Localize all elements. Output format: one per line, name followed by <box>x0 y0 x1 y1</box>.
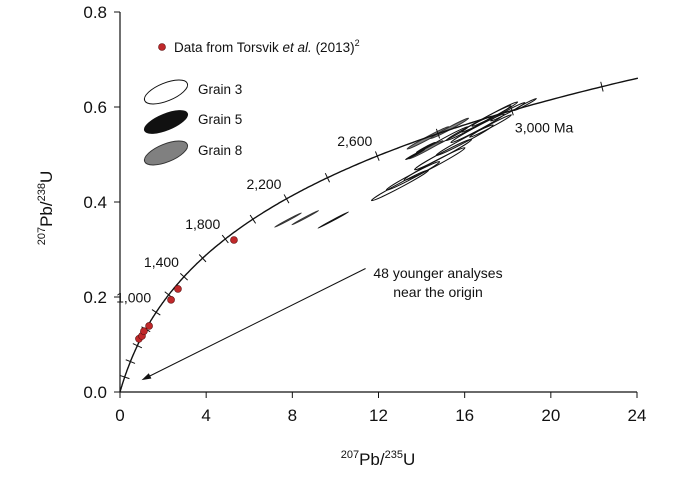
data-point <box>140 327 148 336</box>
grain-ellipses <box>274 98 537 229</box>
ellipse-grain-3 <box>469 114 512 138</box>
age-label: 2,600 <box>337 133 372 149</box>
x-tick-label: 16 <box>455 406 474 425</box>
concordia-age-tick <box>374 151 380 161</box>
legend-grain3-marker <box>143 79 189 105</box>
ellipse-grain-3 <box>403 147 466 181</box>
x-axis-label: 207Pb/235U <box>341 449 416 469</box>
legend-grain8-marker <box>143 140 189 166</box>
concordia-age-tick <box>435 128 441 139</box>
data-point <box>174 285 182 293</box>
concordia-curve: 1,000 1,400 1,800 2,200 2,600 3,000 Ma <box>116 77 639 393</box>
ellipse-grain-5 <box>405 148 426 161</box>
age-label: 1,400 <box>144 254 179 270</box>
x-tick-label: 0 <box>115 406 124 425</box>
legend-label-grain8: Grain 8 <box>198 143 242 158</box>
ellipse-grain-8 <box>291 210 320 226</box>
concordia-age-tick <box>179 273 188 281</box>
ellipse-grain-3 <box>435 124 494 157</box>
annotation-arrow-line <box>147 268 366 378</box>
y-tick-label: 0.2 <box>83 288 107 307</box>
legend-grain5-marker <box>143 110 189 134</box>
concordia-age-tick <box>249 214 257 224</box>
annotation-line1: 48 younger analyses <box>373 265 502 281</box>
x-tick-label: 24 <box>628 406 647 425</box>
concordia-age-tick <box>283 194 290 204</box>
age-label: 2,200 <box>246 176 281 192</box>
legend-point-marker <box>158 43 166 51</box>
ellipse-grain-5 <box>415 141 436 153</box>
concordia-age-tick <box>198 254 207 263</box>
x-tick-label: 4 <box>201 406 210 425</box>
data-point <box>167 296 175 304</box>
concordia-age-tick <box>151 309 161 316</box>
x-tick-label: 8 <box>288 406 297 425</box>
ellipse-grain-3 <box>490 102 526 122</box>
axes: 0 4 8 12 16 20 24 0.0 0.2 0.4 0.6 0.8 <box>83 3 646 425</box>
legend-label-torsvik: Data from Torsvik et al. (2013)2 <box>174 38 360 55</box>
y-tick-label: 0.0 <box>83 383 107 402</box>
arrow-head-icon <box>141 373 152 381</box>
concordia-age-tick <box>324 173 331 183</box>
concordia-age-tick <box>600 81 604 92</box>
age-label: 1,000 <box>116 289 151 305</box>
age-label: 1,800 <box>185 216 220 232</box>
annotation-line2: near the origin <box>393 284 483 300</box>
torsvik-points <box>135 236 238 343</box>
y-tick-label: 0.6 <box>83 98 107 117</box>
y-tick-label: 0.8 <box>83 3 107 22</box>
legend-label-grain3: Grain 3 <box>198 82 242 97</box>
data-point <box>230 236 238 244</box>
ellipse-grain-8 <box>274 212 302 228</box>
concordia-age-tick <box>221 234 229 244</box>
x-tick-label: 12 <box>369 406 388 425</box>
legend: Data from Torsvik et al. (2013)2 Grain 3… <box>143 38 360 166</box>
x-tick-label: 20 <box>541 406 560 425</box>
concordia-line <box>119 77 639 393</box>
concordia-age-tick <box>119 374 130 380</box>
concordia-age-tick <box>132 343 143 349</box>
annotation: 48 younger analyses near the origin <box>141 265 503 381</box>
legend-label-grain5: Grain 5 <box>198 112 242 127</box>
y-tick-label: 0.4 <box>83 193 107 212</box>
concordia-age-tick <box>125 359 136 364</box>
age-label: 3,000 Ma <box>515 120 574 136</box>
concordia-age-tick <box>510 105 514 116</box>
data-point <box>145 322 153 330</box>
y-axis-label: 207Pb/238U <box>36 171 56 246</box>
ellipse-grain-5 <box>317 211 349 229</box>
